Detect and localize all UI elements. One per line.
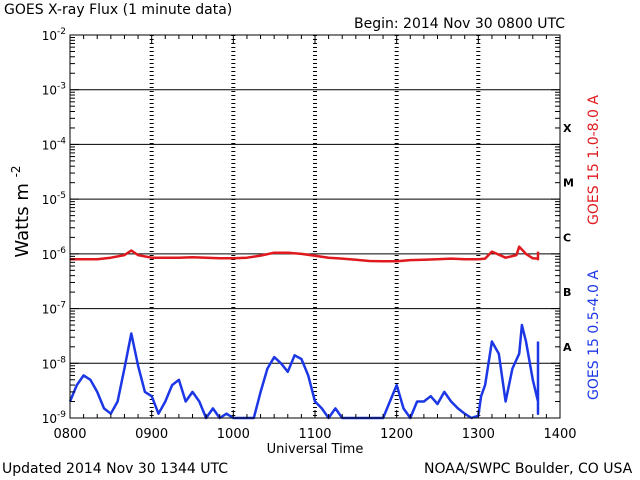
credit: NOAA/SWPC Boulder, CO USA [424, 461, 633, 477]
series-line [70, 245, 540, 263]
x-axis-label: Universal Time [267, 442, 364, 457]
y-tick-label: 10-9 [42, 410, 67, 426]
x-tick-label: 1000 [217, 427, 250, 442]
flare-class-label: M [563, 177, 574, 190]
y-tick-label: 10-8 [42, 355, 67, 371]
x-tick-label: 1200 [380, 427, 413, 442]
flare-class-label: X [563, 122, 572, 135]
flare-class-label: C [563, 231, 571, 244]
y-tick-label: 10-6 [42, 246, 67, 262]
grid [70, 35, 560, 418]
series-legend: GOES 15 1.0-8.0 A [586, 95, 602, 225]
flare-class-label: B [563, 286, 571, 299]
y-tick-label: 10-7 [42, 301, 66, 317]
axes [69, 34, 561, 419]
y-tick-label: 10-3 [42, 82, 66, 98]
x-tick-label: 0900 [135, 427, 168, 442]
x-tick-label: 1100 [298, 427, 331, 442]
series-legend: GOES 15 0.5-4.0 A [586, 270, 602, 400]
x-tick-label: 1400 [543, 427, 576, 442]
flare-class-label: A [563, 341, 572, 354]
y-tick-label: 10-5 [42, 191, 66, 207]
series [68, 245, 540, 420]
series-line [68, 323, 540, 420]
x-tick-label: 1300 [462, 427, 495, 442]
chart-title: GOES X-ray Flux (1 minute data) [4, 2, 233, 18]
updated-time: Updated 2014 Nov 30 1344 UTC [2, 461, 228, 477]
y-tick-label: 10-2 [42, 27, 66, 43]
y-axis-label: Watts m -2 [9, 165, 33, 257]
y-tick-label: 10-4 [42, 136, 67, 152]
begin-time: Begin: 2014 Nov 30 0800 UTC [354, 16, 565, 32]
plot-frame [69, 34, 561, 419]
x-tick-label: 0800 [53, 427, 86, 442]
